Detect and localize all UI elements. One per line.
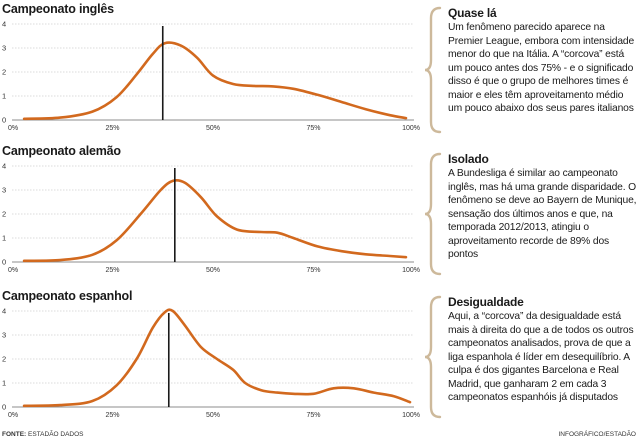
- x-tick-label: 25%: [105, 267, 119, 274]
- footer: FONTE: ESTADÃO DADOS INFOGRÁFICO/ESTADÃO: [0, 429, 640, 440]
- x-tick-label: 25%: [105, 125, 119, 132]
- y-tick-label: 1: [2, 379, 6, 388]
- footer-source-label: FONTE:: [2, 431, 27, 438]
- x-tick-label: 75%: [306, 412, 320, 419]
- x-tick-label: 25%: [105, 412, 119, 419]
- brace-icon: [424, 152, 442, 276]
- note-quase-la: Quase lá Um fenômeno parecido aparece na…: [424, 6, 638, 134]
- chart-title: Campeonato espanhol: [2, 289, 133, 303]
- chart-panel-alemao: Campeonato alemão 0 1 2 3 4 0% 25% 50% 75% 100%: [0, 144, 420, 282]
- x-tick-label: 0%: [8, 125, 18, 132]
- x-tick-label: 75%: [306, 267, 320, 274]
- series-line: [22, 308, 412, 408]
- footer-source: FONTE: ESTADÃO DADOS: [2, 431, 84, 438]
- chart-title: Campeonato alemão: [2, 144, 121, 158]
- x-tick-label: 100%: [402, 125, 420, 132]
- y-tick-label: 0: [2, 258, 6, 267]
- x-tick-label: 50%: [206, 267, 220, 274]
- note-title: Isolado: [448, 152, 489, 166]
- series-line: [22, 41, 408, 121]
- chart-svg: 0 1 2 3 4 0% 25% 50% 75% 100%: [2, 162, 420, 275]
- note-body: Aqui, a “corcova” da desigualdade está m…: [448, 311, 634, 403]
- x-tick-label: 50%: [206, 125, 220, 132]
- y-tick-label: 3: [2, 186, 6, 195]
- note-title: Quase lá: [448, 6, 497, 20]
- note-isolado: Isolado A Bundesliga é similar ao campeo…: [424, 152, 638, 276]
- brace-icon: [424, 6, 442, 134]
- x-tick-label: 0%: [8, 412, 18, 419]
- y-tick-label: 4: [2, 20, 6, 29]
- chart-svg: 0 1 2 3 4 0% 25% 50% 75% 100%: [2, 307, 420, 420]
- x-tick-label: 100%: [402, 412, 420, 419]
- y-tick-label: 2: [2, 210, 6, 219]
- y-tick-label: 4: [2, 307, 6, 316]
- note-title: Desigualdade: [448, 295, 524, 309]
- x-tick-label: 0%: [8, 267, 18, 274]
- chart-svg: 0 1 2 3 4 0% 25% 50% 75% 100%: [2, 20, 420, 133]
- y-tick-label: 2: [2, 68, 6, 77]
- chart-title: Campeonato inglês: [2, 2, 114, 16]
- y-tick-label: 2: [2, 355, 6, 364]
- x-tick-label: 100%: [402, 267, 420, 274]
- y-tick-label: 0: [2, 116, 6, 125]
- note-body: A Bundesliga é similar ao campeonato ing…: [448, 168, 637, 260]
- note-body: Um fenômeno parecido aparece na Premier …: [448, 22, 635, 114]
- note-desigualdade: Desigualdade Aqui, a “corcova” da desigu…: [424, 295, 638, 419]
- footer-credit: INFOGRÁFICO/ESTADÃO: [558, 431, 636, 438]
- y-tick-label: 1: [2, 92, 6, 101]
- x-tick-label: 50%: [206, 412, 220, 419]
- y-tick-label: 0: [2, 403, 6, 412]
- y-tick-label: 4: [2, 162, 6, 171]
- chart-panel-ingles: Campeonato inglês 0 1 2 3 4 0% 25% 50% 75% 100%: [0, 2, 420, 140]
- y-tick-label: 1: [2, 234, 6, 243]
- brace-icon: [424, 295, 442, 419]
- chart-panel-espanhol: Campeonato espanhol 0 1 2 3 4 0% 25% 50% 75% 100%: [0, 289, 420, 427]
- y-tick-label: 3: [2, 331, 6, 340]
- x-tick-label: 75%: [306, 125, 320, 132]
- footer-source-text: ESTADÃO DADOS: [28, 431, 84, 438]
- y-tick-label: 3: [2, 44, 6, 53]
- series-line: [22, 178, 408, 263]
